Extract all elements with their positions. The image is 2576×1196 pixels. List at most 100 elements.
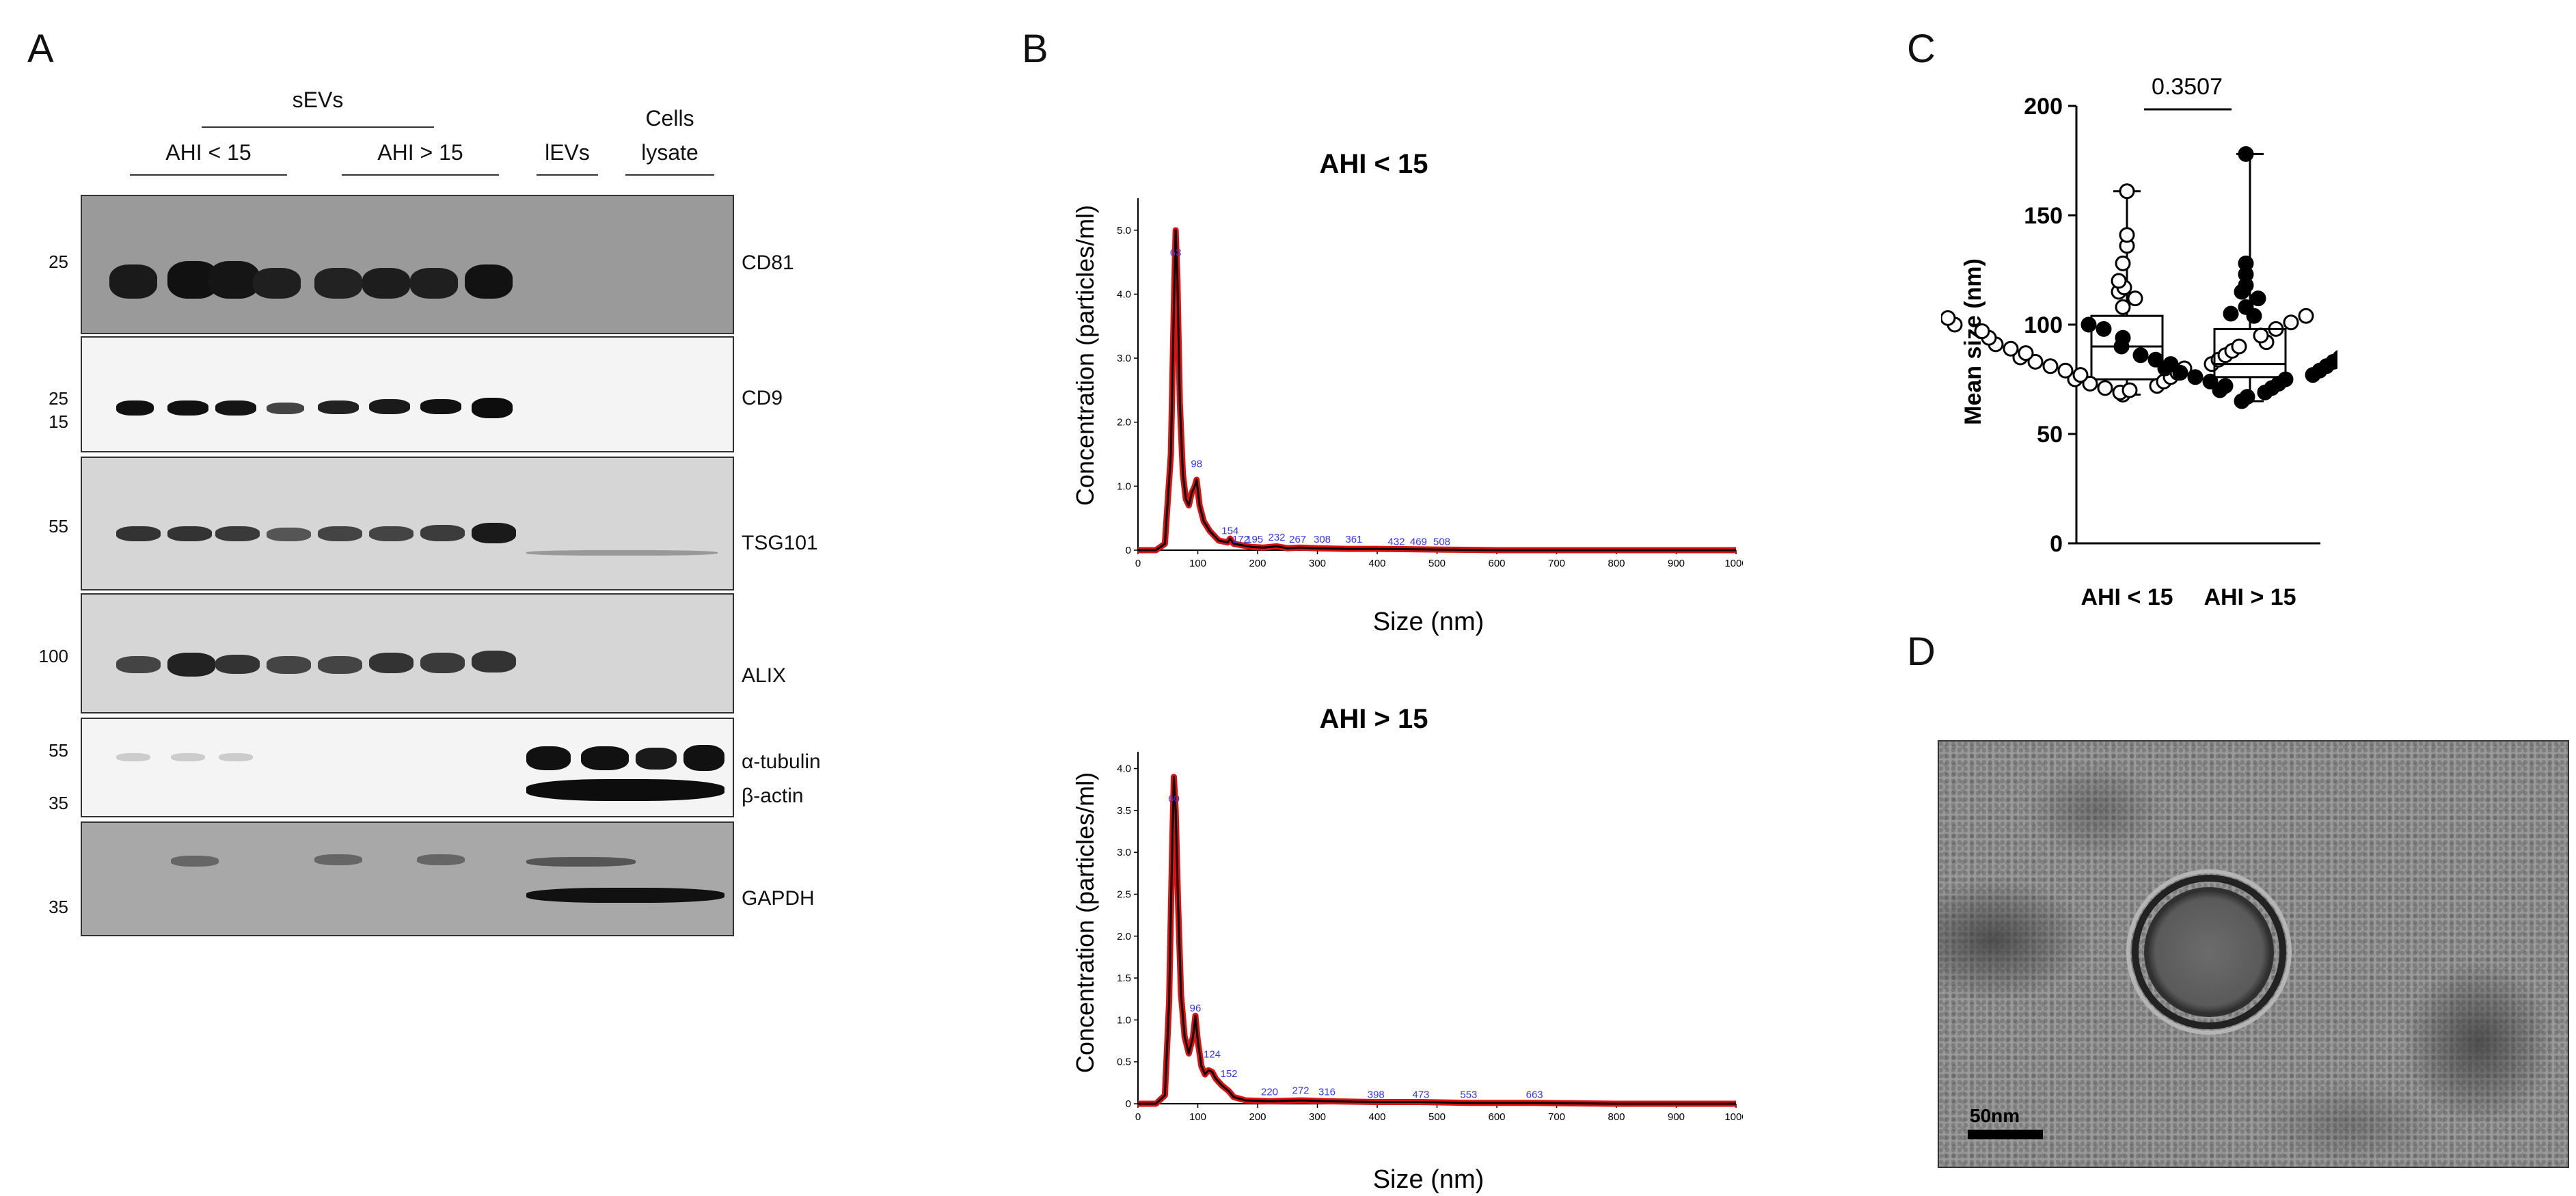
mw-tsg101-0: 55	[49, 516, 68, 536]
data-point	[2217, 378, 2234, 394]
data-point	[2115, 255, 2131, 271]
peak-label: 96	[1190, 1003, 1202, 1014]
header-cells-line	[625, 174, 714, 176]
blot-tubulin-actin	[81, 718, 734, 817]
y-tick-label: 2.0	[1117, 417, 1131, 429]
data-point	[2187, 369, 2204, 385]
band	[167, 526, 212, 541]
y-axis-label: Concentration (particles/ml)	[1071, 205, 1099, 506]
data-point	[2042, 358, 2059, 375]
peak-label: 63	[1170, 247, 1182, 258]
header-group-1: AHI < 15	[165, 140, 252, 165]
band	[369, 526, 413, 541]
band	[526, 779, 724, 801]
y-tick-label: 1.0	[1117, 1014, 1131, 1026]
scale-bar-label: 50nm	[1970, 1105, 2020, 1126]
data-point	[2283, 314, 2299, 331]
band	[526, 888, 724, 903]
band	[116, 400, 154, 416]
band	[267, 528, 311, 541]
band	[314, 854, 362, 865]
label-alix: ALIX	[742, 664, 787, 687]
header-cells-1: Cells	[645, 106, 694, 131]
x-axis-label: Size (nm)	[1373, 1165, 1484, 1194]
data-point	[1941, 310, 1956, 326]
blot-tsg101	[81, 457, 734, 590]
band	[369, 653, 413, 673]
band	[215, 526, 260, 541]
peak-label: 308	[1314, 534, 1331, 545]
data-point	[2121, 382, 2138, 398]
band	[410, 268, 458, 299]
data-point	[2119, 183, 2135, 200]
x-tick-label: 600	[1488, 558, 1505, 569]
band	[369, 399, 410, 414]
header-group-2-line	[342, 174, 499, 176]
panel-label-a: A	[27, 27, 54, 71]
y-tick-label: 1.5	[1117, 973, 1131, 984]
y-axis-label: Mean size (nm)	[1960, 258, 1986, 425]
peak-label: 469	[1410, 536, 1427, 548]
data-point	[2253, 327, 2269, 344]
peak-label: 398	[1368, 1089, 1385, 1100]
peak-label: 361	[1345, 534, 1362, 545]
concentration-line	[1138, 229, 1736, 552]
data-point	[2239, 389, 2255, 405]
data-point	[2238, 255, 2254, 271]
mw-tubulin-1: 35	[49, 793, 68, 813]
band	[420, 399, 461, 414]
band	[267, 656, 311, 674]
peak-label: 98	[1191, 458, 1202, 470]
x-tick-label: 500	[1428, 558, 1446, 569]
data-point	[2132, 347, 2149, 364]
band	[362, 268, 410, 299]
peak-label: 220	[1261, 1087, 1278, 1098]
chart-title: AHI > 15	[1320, 704, 1428, 734]
peak-label: 152	[1220, 1068, 1237, 1080]
data-point	[2082, 375, 2098, 392]
x-tick-label: 0	[1135, 558, 1141, 569]
label-gapdh: GAPDH	[742, 887, 815, 910]
y-tick-label: 4.0	[1117, 288, 1131, 300]
x-tick-label: 500	[1428, 1111, 1446, 1123]
panel-label-d: D	[1907, 629, 1936, 674]
data-point	[1974, 323, 1990, 340]
band	[116, 656, 161, 673]
y-tick-label: 150	[2024, 203, 2063, 229]
concentration-line	[1138, 776, 1736, 1105]
y-tick-label: 4.0	[1117, 763, 1131, 775]
data-point	[2172, 364, 2188, 381]
data-point	[2202, 373, 2219, 390]
panel-label-c: C	[1907, 27, 1936, 71]
band	[167, 653, 215, 677]
category-label-2: AHI > 15	[2204, 584, 2296, 610]
blot-cd9	[81, 336, 734, 452]
band	[171, 856, 219, 867]
em-micrograph: 50nm	[1938, 740, 2569, 1168]
band	[526, 857, 636, 867]
band	[526, 746, 571, 770]
nta-chart-top: AHI < 15 Concentration (particles/ml) Si…	[1071, 149, 1743, 636]
header-group-2: AHI > 15	[377, 140, 463, 165]
peak-label: 432	[1387, 536, 1405, 548]
y-tick-label: 2.5	[1117, 888, 1131, 900]
data-point	[2223, 305, 2239, 322]
peak-label: 124	[1204, 1049, 1221, 1061]
data-point	[2119, 227, 2135, 243]
y-tick-label: 50	[2037, 422, 2063, 448]
peak-label: 154	[1221, 526, 1238, 537]
peak-label: 272	[1292, 1085, 1309, 1096]
label-tubulin: α-tubulin	[742, 750, 821, 773]
y-tick-label: 0	[2050, 531, 2063, 557]
data-point	[2332, 350, 2337, 365]
band	[683, 745, 724, 771]
band	[318, 526, 362, 541]
x-tick-label: 900	[1668, 558, 1685, 569]
mw-gapdh-0: 35	[49, 897, 68, 917]
band	[167, 400, 208, 416]
mw-cd9-1: 15	[49, 411, 68, 432]
band	[420, 653, 465, 673]
peak-label: 316	[1318, 1087, 1336, 1098]
